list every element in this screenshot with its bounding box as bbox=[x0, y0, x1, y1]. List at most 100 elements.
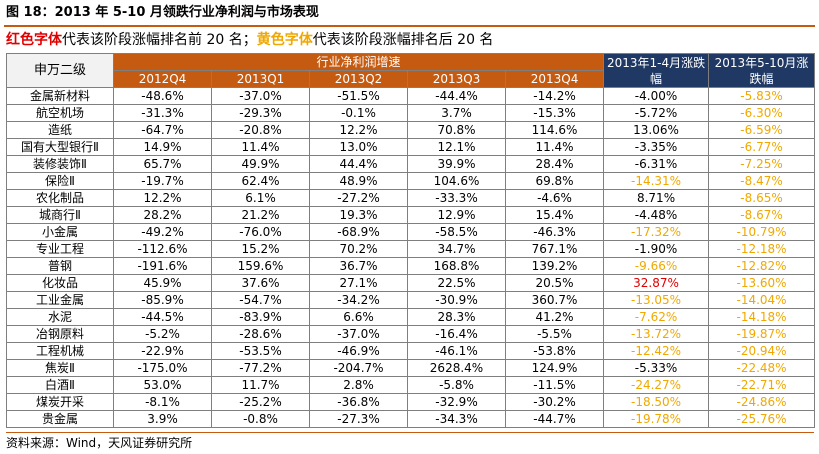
table-row: 航空机场 -31.3% -29.3% -0.1% 3.7% -15.3% -5.72% -6.… bbox=[6, 104, 816, 122]
profit-growth-cell: 6.1% bbox=[211, 189, 310, 207]
table-body: 金属新材料 -48.6% -37.0% -51.5% -44.4% -14.2% -4.00… bbox=[6, 87, 816, 428]
profit-growth-cell: 20.5% bbox=[504, 274, 605, 292]
change-may-oct-header: 2013年5-10月涨跌幅 bbox=[708, 53, 816, 88]
profit-growth-cell: 28.4% bbox=[504, 155, 605, 173]
profit-growth-cell: -37.0% bbox=[211, 87, 310, 105]
change-may-oct-cell: -20.94% bbox=[708, 342, 816, 360]
profit-growth-cell: -28.6% bbox=[211, 325, 310, 343]
profit-growth-cell: -19.7% bbox=[113, 172, 212, 190]
change-may-oct-cell: -5.83% bbox=[708, 87, 816, 105]
profit-growth-cell: 70.2% bbox=[309, 240, 408, 258]
profit-growth-cell: 14.9% bbox=[113, 138, 212, 156]
profit-growth-cell: 12.1% bbox=[407, 138, 506, 156]
profit-growth-cell: -15.3% bbox=[504, 104, 605, 122]
table-row: 贵金属 3.9% -0.8% -27.3% -34.3% -44.7% -19.78% -25… bbox=[6, 410, 816, 428]
profit-growth-cell: 15.2% bbox=[211, 240, 310, 258]
profit-growth-cell: -20.8% bbox=[211, 121, 310, 139]
profit-growth-cell: -34.3% bbox=[407, 410, 506, 428]
change-jan-apr-cell: -7.62% bbox=[603, 308, 710, 326]
change-may-oct-cell: -6.30% bbox=[708, 104, 816, 122]
change-jan-apr-cell: -12.42% bbox=[603, 342, 710, 360]
industry-name: 普钢 bbox=[6, 257, 114, 275]
profit-growth-cell: -36.8% bbox=[309, 393, 408, 411]
table-row: 工程机械 -22.9% -53.5% -46.9% -46.1% -53.8% -12.42… bbox=[6, 342, 816, 360]
profit-growth-cell: 34.7% bbox=[407, 240, 506, 258]
table-row: 造纸 -64.7% -20.8% 12.2% 70.8% 114.6% 13.06% -6.5… bbox=[6, 121, 816, 139]
profit-growth-cell: 2628.4% bbox=[407, 359, 506, 377]
table-row: 化妆品 45.9% 37.6% 27.1% 22.5% 20.5% 32.87% -13.60… bbox=[6, 274, 816, 292]
figure-title: 图 18：2013 年 5-10 月领跌行业净利润与市场表现 bbox=[6, 5, 319, 20]
profit-growth-cell: -68.9% bbox=[309, 223, 408, 241]
profit-growth-cell: -25.2% bbox=[211, 393, 310, 411]
source-note: 资料来源：Wind，天风证券研究所 bbox=[6, 432, 814, 451]
profit-growth-cell: -5.5% bbox=[504, 325, 605, 343]
table-row: 白酒Ⅱ 53.0% 11.7% 2.8% -5.8% -11.5% -24.27% -22.7… bbox=[6, 376, 816, 394]
change-may-oct-cell: -7.25% bbox=[708, 155, 816, 173]
industry-name: 航空机场 bbox=[6, 104, 114, 122]
industry-name: 工业金属 bbox=[6, 291, 114, 309]
table-row: 小金属 -49.2% -76.0% -68.9% -58.5% -46.3% -17.32%… bbox=[6, 223, 816, 241]
change-jan-apr-cell: -3.35% bbox=[603, 138, 710, 156]
profit-growth-cell: 22.5% bbox=[407, 274, 506, 292]
change-jan-apr-cell: -9.66% bbox=[603, 257, 710, 275]
profit-growth-cell: -11.5% bbox=[504, 376, 605, 394]
profit-growth-cell: -30.9% bbox=[407, 291, 506, 309]
profit-growth-cell: 13.0% bbox=[309, 138, 408, 156]
change-jan-apr-cell: -13.05% bbox=[603, 291, 710, 309]
profit-growth-cell: 41.2% bbox=[504, 308, 605, 326]
change-may-oct-cell: -25.76% bbox=[708, 410, 816, 428]
table-row: 水泥 -44.5% -83.9% 6.6% 28.3% 41.2% -7.62% -14.18… bbox=[6, 308, 816, 326]
profit-growth-cell: 45.9% bbox=[113, 274, 212, 292]
profit-growth-cell: 21.2% bbox=[211, 206, 310, 224]
table-row: 城商行Ⅱ 28.2% 21.2% 19.3% 12.9% 15.4% -4.48% -8.67… bbox=[6, 206, 816, 224]
industry-name: 造纸 bbox=[6, 121, 114, 139]
profit-growth-cell: 11.7% bbox=[211, 376, 310, 394]
change-may-oct-cell: -24.86% bbox=[708, 393, 816, 411]
profit-growth-cell: -204.7% bbox=[309, 359, 408, 377]
change-may-oct-cell: -22.71% bbox=[708, 376, 816, 394]
profit-growth-cell: -16.4% bbox=[407, 325, 506, 343]
change-jan-apr-cell: 32.87% bbox=[603, 274, 710, 292]
change-may-oct-cell: -13.60% bbox=[708, 274, 816, 292]
profit-growth-cell: -175.0% bbox=[113, 359, 212, 377]
profit-growth-cell: -31.3% bbox=[113, 104, 212, 122]
color-legend: 红色字体代表该阶段涨幅排名前 20 名；黄色字体代表该阶段涨幅排名后 20 名 bbox=[6, 30, 493, 50]
quarter-header: 2012Q4 bbox=[113, 70, 212, 88]
profit-growth-cell: -8.1% bbox=[113, 393, 212, 411]
profit-growth-cell: -0.8% bbox=[211, 410, 310, 428]
quarter-header: 2013Q1 bbox=[211, 70, 310, 88]
profit-growth-cell: 104.6% bbox=[407, 172, 506, 190]
profit-growth-cell: -44.7% bbox=[504, 410, 605, 428]
profit-growth-cell: -0.1% bbox=[309, 104, 408, 122]
change-may-oct-cell: -10.79% bbox=[708, 223, 816, 241]
profit-growth-cell: 360.7% bbox=[504, 291, 605, 309]
industry-name: 煤炭开采 bbox=[6, 393, 114, 411]
profit-growth-cell: -14.2% bbox=[504, 87, 605, 105]
table-row: 专业工程 -112.6% 15.2% 70.2% 34.7% 767.1% -1.90% -1… bbox=[6, 240, 816, 258]
profit-growth-cell: 12.2% bbox=[113, 189, 212, 207]
profit-growth-cell: 15.4% bbox=[504, 206, 605, 224]
profit-growth-cell: -34.2% bbox=[309, 291, 408, 309]
profit-growth-cell: -83.9% bbox=[211, 308, 310, 326]
change-may-oct-cell: -8.67% bbox=[708, 206, 816, 224]
change-jan-apr-cell: -19.78% bbox=[603, 410, 710, 428]
change-jan-apr-cell: -24.27% bbox=[603, 376, 710, 394]
quarter-header: 2013Q2 bbox=[309, 70, 408, 88]
profit-growth-cell: -77.2% bbox=[211, 359, 310, 377]
profit-growth-cell: 139.2% bbox=[504, 257, 605, 275]
profit-growth-cell: -27.3% bbox=[309, 410, 408, 428]
profit-growth-cell: 159.6% bbox=[211, 257, 310, 275]
profit-growth-cell: -33.3% bbox=[407, 189, 506, 207]
change-may-oct-cell: -22.48% bbox=[708, 359, 816, 377]
profit-growth-cell: 6.6% bbox=[309, 308, 408, 326]
change-may-oct-cell: -14.18% bbox=[708, 308, 816, 326]
legend-red-label: 红色字体 bbox=[6, 32, 62, 48]
table-header-row-1: 申万二级 行业净利润增速 2013年1-4月涨跌幅 2013年5-10月涨跌幅 bbox=[6, 53, 816, 88]
industry-name: 国有大型银行Ⅱ bbox=[6, 138, 114, 156]
industry-name: 小金属 bbox=[6, 223, 114, 241]
change-may-oct-cell: -19.87% bbox=[708, 325, 816, 343]
change-jan-apr-cell: 13.06% bbox=[603, 121, 710, 139]
profit-growth-cell: 37.6% bbox=[211, 274, 310, 292]
profit-growth-cell: -64.7% bbox=[113, 121, 212, 139]
figure-title-bar: 图 18：2013 年 5-10 月领跌行业净利润与市场表现 bbox=[4, 3, 815, 27]
